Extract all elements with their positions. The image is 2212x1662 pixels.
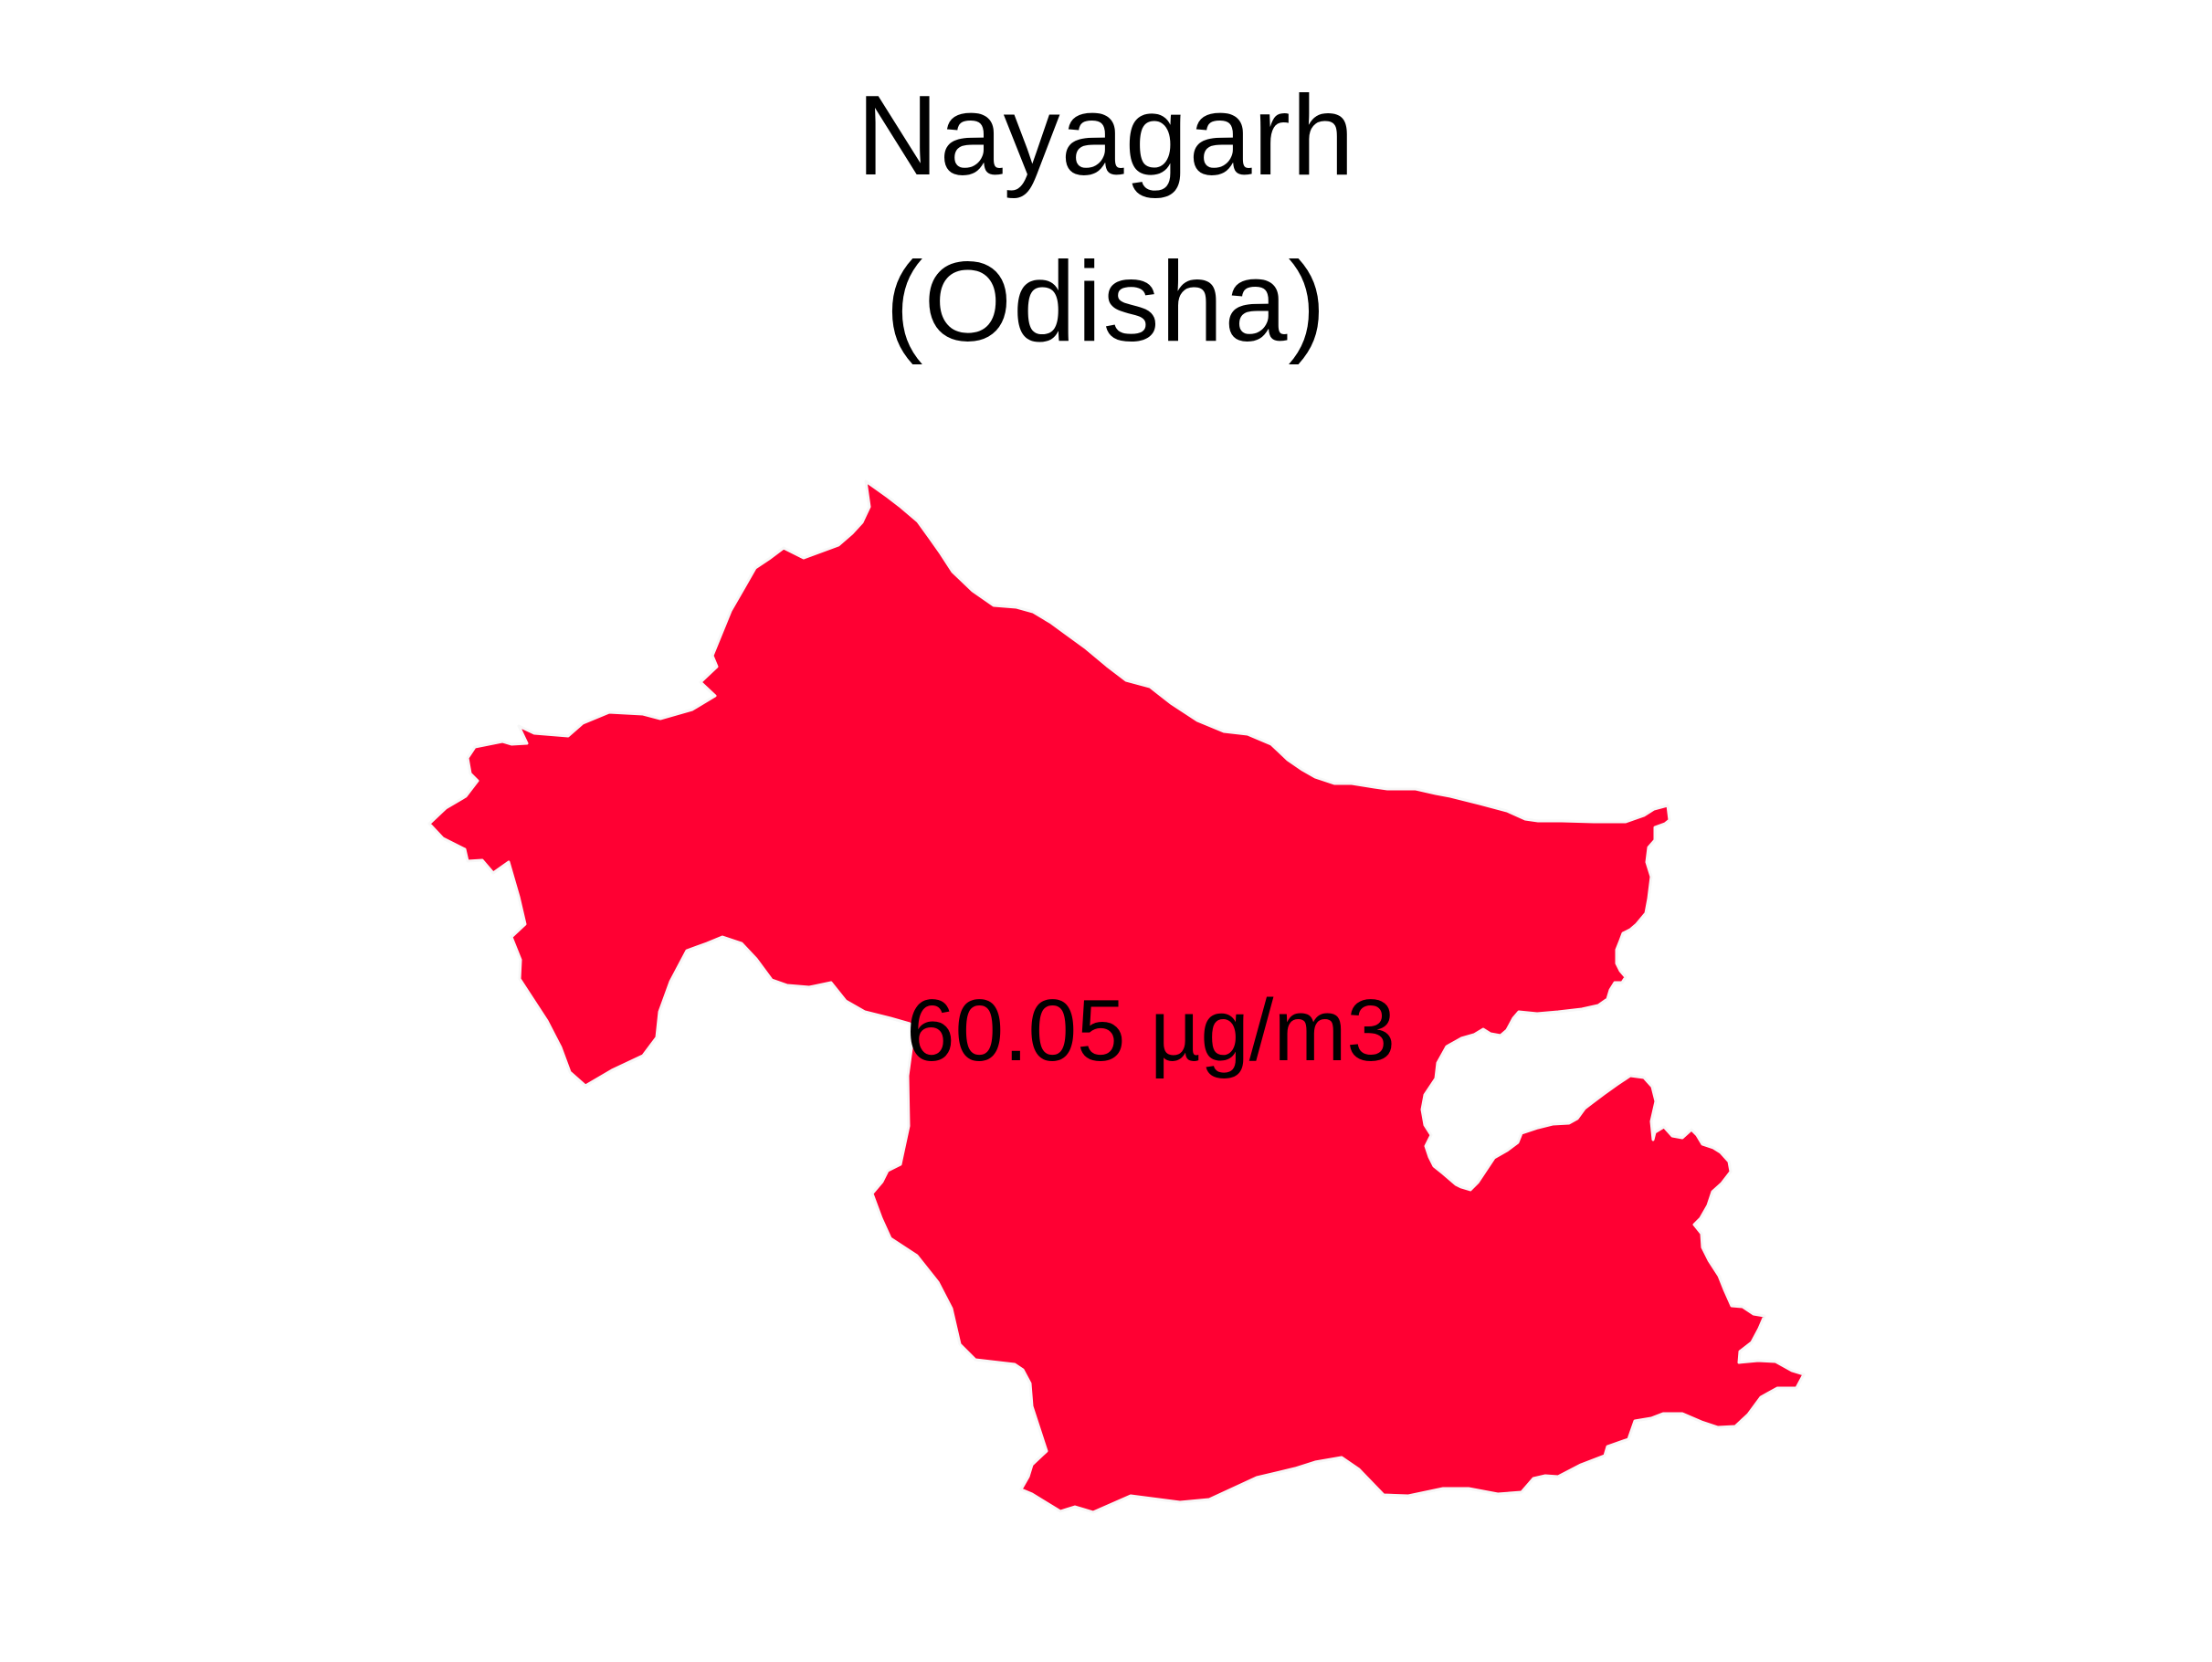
- nayagarh-district-shape: [427, 479, 1806, 1514]
- map-title: Nayagarh: [857, 73, 1355, 199]
- map-subtitle: (Odisha): [885, 239, 1327, 365]
- map-value-label: 60.05 µg/m3: [906, 982, 1396, 1079]
- map-title-block: Nayagarh (Odisha): [0, 53, 2212, 385]
